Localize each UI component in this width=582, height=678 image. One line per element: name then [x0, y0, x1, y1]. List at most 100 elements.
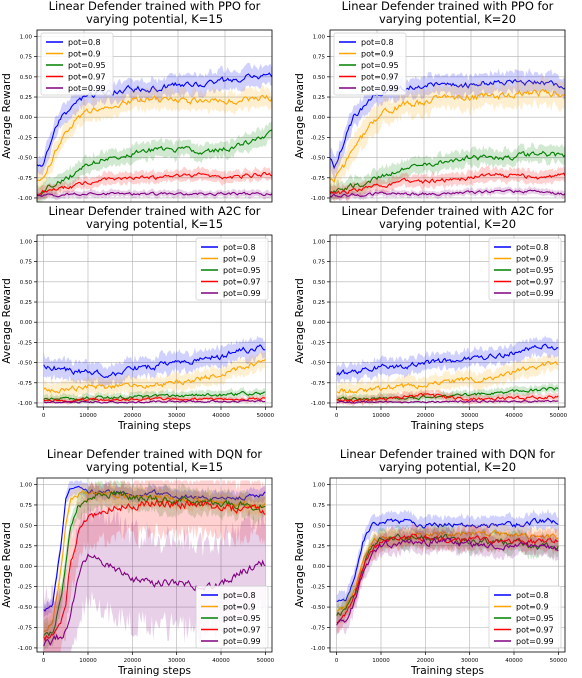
y-tick-label: -0.75	[311, 381, 326, 387]
series-band-pot=0.8	[43, 335, 266, 389]
legend-box	[333, 32, 407, 96]
series-band-pot=0.99	[336, 527, 559, 635]
x-tick-label: 50000	[257, 658, 275, 664]
series-line-pot=0.9	[336, 360, 559, 394]
series-band-pot=0.9	[336, 353, 559, 403]
axes-frame	[329, 29, 566, 203]
series-band-pot=0.8	[336, 335, 559, 384]
y-tick-label: 0.50	[20, 75, 33, 81]
series-line-pot=0.99	[336, 537, 559, 626]
y-tick-label: -0.50	[311, 156, 326, 162]
series-line-pot=0.97	[336, 533, 559, 624]
series-line-pot=0.8	[43, 485, 266, 612]
legend-box	[40, 32, 114, 96]
y-tick-label: 0.25	[313, 300, 326, 306]
x-tick-label: 40000	[505, 658, 523, 664]
y-tick-label: 1.00	[20, 483, 33, 489]
x-tick-label: 50000	[550, 658, 568, 664]
chart-panel-4: -1.00 -0.75 -0.50 -0.25 0.00 0.25 0.50 0.75 1.00…	[294, 204, 568, 432]
y-axis-label: Average Reward	[294, 73, 306, 159]
y-tick-label: -1.00	[18, 646, 33, 652]
x-axis-label: Training steps	[410, 665, 484, 677]
series-line-pot=0.8	[336, 343, 559, 376]
y-tick-label: -0.25	[311, 340, 326, 346]
y-axis-label: Average Reward	[294, 278, 306, 364]
series-band-pot=0.8	[43, 480, 266, 617]
series-line-pot=0.99	[43, 553, 266, 647]
series-band-pot=0.95	[43, 480, 266, 651]
series-line-pot=0.8	[43, 344, 266, 379]
plot-area	[336, 508, 559, 635]
chart-title: Linear Defender trained with PPO for	[49, 0, 261, 13]
legend-label: pot=0.95	[68, 61, 106, 70]
y-tick-label: 1.00	[313, 34, 326, 40]
legend-label: pot=0.9	[223, 603, 256, 612]
x-tick-label: 30000	[168, 658, 186, 664]
y-tick-label: -0.75	[311, 176, 326, 182]
series-line-pot=0.9	[37, 94, 272, 182]
series-line-pot=0.97	[330, 172, 565, 195]
legend-label: pot=0.95	[361, 61, 399, 70]
series-line-pot=0.97	[37, 172, 272, 196]
x-axis-label: Training steps	[117, 665, 191, 677]
legend-label: pot=0.95	[223, 614, 261, 623]
series-line-pot=0.8	[336, 517, 559, 602]
y-axis-label: Average Reward	[294, 522, 306, 608]
series-band-pot=0.95	[336, 523, 559, 624]
series-line-pot=0.95	[43, 391, 266, 401]
y-tick-label: -1.00	[18, 196, 33, 202]
x-tick-label: 50000	[550, 413, 568, 419]
x-axis-label: Training steps	[117, 420, 191, 432]
y-tick-label: -1.00	[311, 401, 326, 407]
legend-label: pot=0.99	[223, 637, 261, 646]
legend: pot=0.8 pot=0.9 pot=0.95 pot=0.97 pot=0.99	[333, 32, 407, 96]
y-tick-label: -0.50	[18, 156, 33, 162]
y-tick-label: 0.75	[20, 55, 33, 61]
y-tick-label: 0.25	[313, 544, 326, 550]
legend-label: pot=0.97	[223, 626, 261, 635]
series-band-pot=0.97	[330, 165, 565, 202]
axes-frame	[36, 477, 273, 653]
legend-box	[488, 237, 562, 301]
legend: pot=0.8 pot=0.9 pot=0.95 pot=0.97 pot=0.99	[40, 32, 114, 96]
series-line-pot=0.8	[37, 72, 272, 167]
y-tick-label: 0.50	[20, 523, 33, 529]
chart-panel-6: -1.00 -0.75 -0.50 -0.25 0.00 0.25 0.50 0.75 1.00…	[294, 447, 568, 677]
y-tick-label: -0.25	[18, 340, 33, 346]
y-tick-label: -0.50	[311, 361, 326, 367]
legend-label: pot=0.99	[223, 289, 261, 298]
legend-label: pot=0.97	[516, 626, 554, 635]
series-line-pot=0.9	[330, 88, 565, 183]
y-tick-label: 0.75	[313, 55, 326, 61]
y-tick-label: -0.75	[18, 381, 33, 387]
y-axis-label: Average Reward	[1, 278, 13, 364]
y-tick-label: -0.75	[18, 176, 33, 182]
y-tick-label: -0.50	[311, 605, 326, 611]
y-tick-label: 0.00	[313, 564, 326, 570]
y-tick-label: 0.75	[313, 260, 326, 266]
y-tick-label: 0.00	[20, 115, 33, 121]
series-band-pot=0.9	[330, 75, 565, 197]
legend-label: pot=0.95	[223, 266, 261, 275]
y-tick-label: -1.00	[311, 646, 326, 652]
y-tick-label: 0.00	[20, 564, 33, 570]
y-tick-label: 0.25	[20, 544, 33, 550]
y-tick-label: 1.00	[20, 239, 33, 245]
y-tick-label: 0.50	[20, 280, 33, 286]
series-line-pot=0.99	[336, 399, 559, 404]
y-tick-label: -0.25	[311, 135, 326, 141]
legend-label: pot=0.97	[68, 73, 106, 82]
legend-box	[195, 237, 269, 301]
series-band-pot=0.95	[43, 386, 266, 405]
x-tick-label: 0	[335, 658, 339, 664]
series-line-pot=0.99	[43, 399, 266, 404]
series-band-pot=0.95	[336, 382, 559, 405]
y-axis-label: Average Reward	[1, 522, 13, 608]
legend-label: pot=0.97	[516, 278, 554, 287]
x-tick-label: 10000	[79, 658, 97, 664]
chart-panel-5: -1.00 -0.75 -0.50 -0.25 0.00 0.25 0.50 0.75 1.00…	[1, 447, 275, 677]
series-band-pot=0.8	[336, 508, 559, 611]
series-band-pot=0.8	[330, 67, 565, 181]
legend: pot=0.8 pot=0.9 pot=0.95 pot=0.97 pot=0.99	[195, 237, 269, 301]
